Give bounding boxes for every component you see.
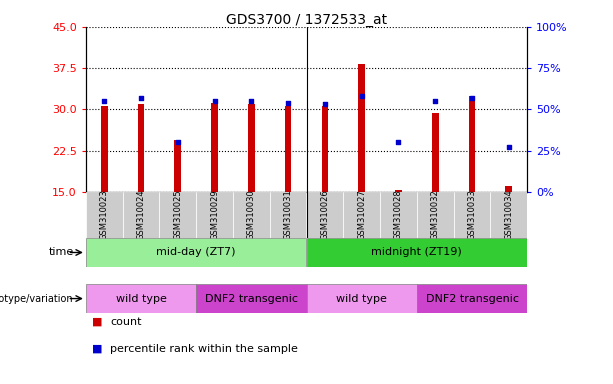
Point — [173, 139, 183, 146]
Text: GSM310031: GSM310031 — [284, 190, 292, 240]
Point — [467, 95, 477, 101]
Bar — [306, 192, 343, 238]
Text: GSM310028: GSM310028 — [394, 190, 403, 240]
Bar — [86, 284, 196, 313]
Text: DNF2 transgenic: DNF2 transgenic — [205, 293, 298, 304]
Bar — [285, 106, 291, 192]
Text: ■: ■ — [92, 344, 102, 354]
Text: GSM310033: GSM310033 — [468, 190, 476, 240]
Text: GSM310025: GSM310025 — [173, 190, 182, 240]
Text: GDS3700 / 1372533_at: GDS3700 / 1372533_at — [226, 13, 387, 27]
Text: DNF2 transgenic: DNF2 transgenic — [425, 293, 519, 304]
Text: GSM310034: GSM310034 — [504, 190, 513, 240]
Text: GSM310026: GSM310026 — [321, 190, 329, 240]
Bar — [506, 186, 512, 192]
Text: wild type: wild type — [116, 293, 166, 304]
Point — [394, 139, 403, 146]
Bar — [159, 192, 196, 238]
Point — [320, 101, 330, 108]
Bar — [432, 113, 438, 192]
Point — [246, 98, 256, 104]
Bar — [123, 192, 159, 238]
Bar — [380, 192, 417, 238]
Text: GSM310032: GSM310032 — [431, 190, 440, 240]
Bar — [343, 192, 380, 238]
Bar — [138, 104, 144, 192]
Bar — [211, 103, 218, 192]
Point — [283, 100, 293, 106]
Point — [504, 144, 514, 151]
Text: percentile rank within the sample: percentile rank within the sample — [110, 344, 298, 354]
Bar — [233, 192, 270, 238]
Text: genotype/variation: genotype/variation — [0, 293, 74, 304]
Point — [136, 95, 146, 101]
Bar — [306, 284, 417, 313]
Point — [357, 93, 367, 99]
Bar — [196, 284, 306, 313]
Point — [430, 98, 440, 104]
Bar — [86, 192, 123, 238]
Bar — [306, 238, 527, 267]
Text: mid-day (ZT7): mid-day (ZT7) — [156, 247, 236, 258]
Bar — [175, 140, 181, 192]
Text: count: count — [110, 317, 142, 327]
Point — [210, 98, 219, 104]
Bar — [248, 104, 254, 192]
Text: GSM310027: GSM310027 — [357, 190, 366, 240]
Text: GSM310024: GSM310024 — [137, 190, 145, 240]
Text: time: time — [48, 247, 74, 258]
Text: GSM310023: GSM310023 — [100, 190, 109, 240]
Point — [99, 98, 109, 104]
Bar — [322, 106, 328, 192]
Text: midnight (ZT19): midnight (ZT19) — [371, 247, 462, 258]
Text: GSM310029: GSM310029 — [210, 190, 219, 240]
Text: GSM310030: GSM310030 — [247, 190, 256, 240]
Bar — [101, 106, 107, 192]
Bar — [417, 192, 454, 238]
Bar — [196, 192, 233, 238]
Bar — [490, 192, 527, 238]
Text: wild type: wild type — [337, 293, 387, 304]
Bar — [454, 192, 490, 238]
Bar — [417, 284, 527, 313]
Bar — [86, 238, 306, 267]
Text: ■: ■ — [92, 317, 102, 327]
Bar — [469, 96, 475, 192]
Bar — [270, 192, 306, 238]
Bar — [359, 64, 365, 192]
Bar — [395, 190, 402, 192]
